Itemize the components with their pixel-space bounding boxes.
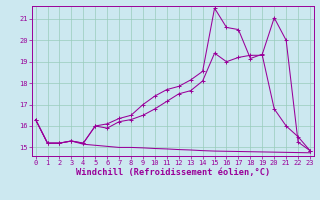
X-axis label: Windchill (Refroidissement éolien,°C): Windchill (Refroidissement éolien,°C) (76, 168, 270, 177)
